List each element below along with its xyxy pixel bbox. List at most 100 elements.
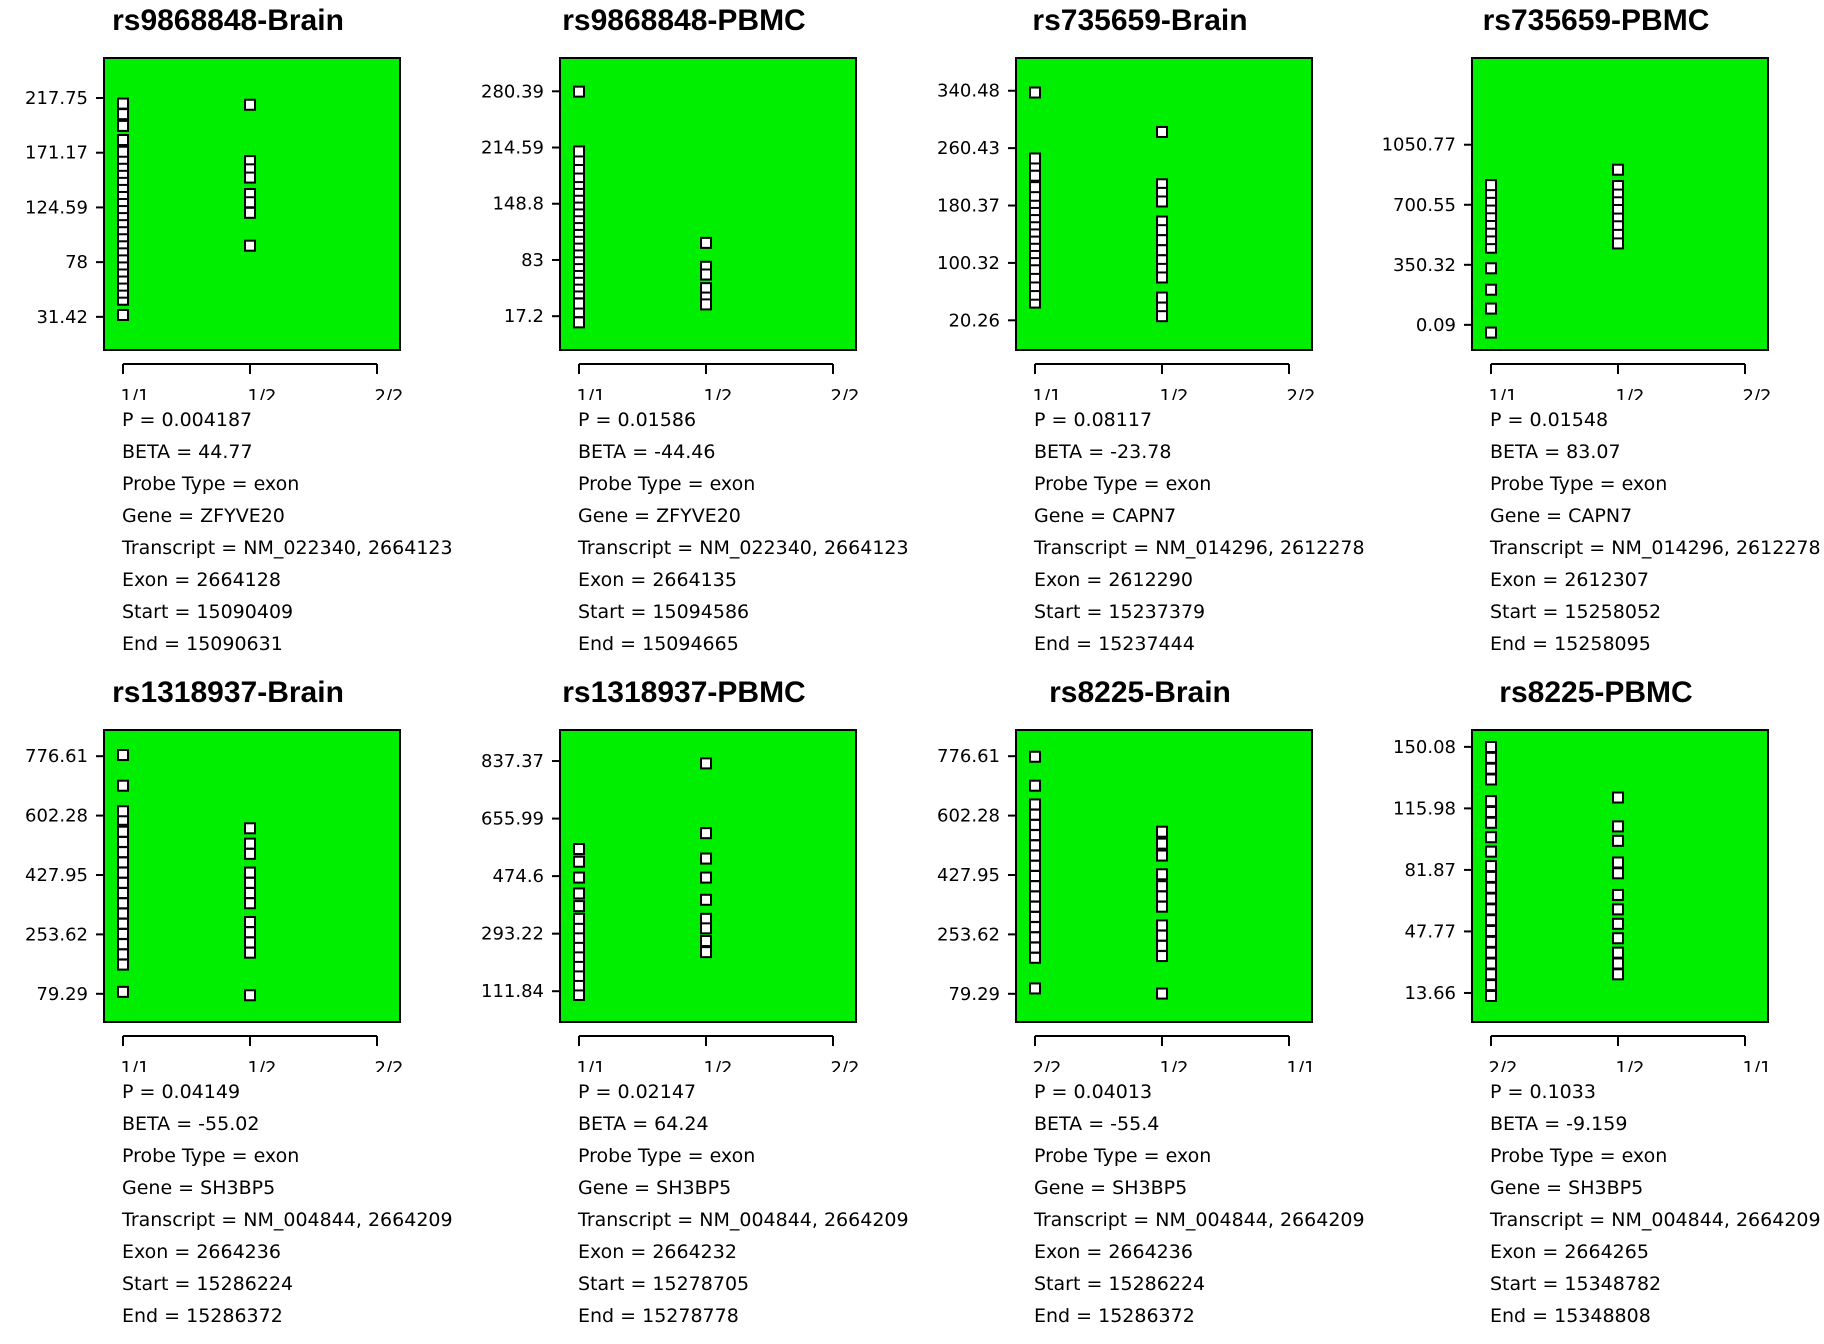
data-point xyxy=(1612,957,1624,970)
data-point xyxy=(573,912,585,925)
data-point xyxy=(1485,816,1497,829)
data-point xyxy=(1485,741,1497,754)
stat-transcript: Transcript = NM_014296, 2612278 xyxy=(1490,537,1821,559)
stat-gene: Gene = ZFYVE20 xyxy=(122,505,285,527)
stat-end: End = 15258095 xyxy=(1490,633,1651,655)
data-point xyxy=(1485,751,1497,764)
data-point xyxy=(1156,919,1168,932)
data-point xyxy=(244,98,256,111)
stat-transcript: Transcript = NM_004844, 2664209 xyxy=(1490,1209,1821,1231)
data-point xyxy=(1156,868,1168,881)
x-tick-label: 1/1 xyxy=(121,386,150,400)
stat-probe: Probe Type = exon xyxy=(122,473,300,495)
data-point xyxy=(700,935,712,948)
data-point xyxy=(1485,302,1497,315)
data-point xyxy=(117,907,129,920)
data-point xyxy=(117,958,129,971)
data-point xyxy=(573,316,585,329)
data-point xyxy=(1029,921,1041,934)
data-point xyxy=(573,988,585,1001)
association-stats: P = 0.1033 BETA = -9.159 Probe Type = exon… xyxy=(1490,1076,1821,1332)
stat-end: End = 15094665 xyxy=(578,633,739,655)
plot-panel: rs1318937-PBMC 837.37 655.99 474.6 293.22 111… xyxy=(456,672,912,1344)
data-point xyxy=(1029,169,1041,182)
stat-start: Start = 15090409 xyxy=(122,601,294,623)
stat-exon: Exon = 2664236 xyxy=(122,1241,281,1263)
y-tick-label: 1050.77 xyxy=(1382,135,1456,156)
y-tick-label: 280.39 xyxy=(481,81,544,102)
plot-title: rs1318937-PBMC xyxy=(562,676,806,709)
data-point xyxy=(573,297,585,310)
stat-beta: BETA = 44.77 xyxy=(122,441,253,463)
data-point xyxy=(700,236,712,249)
data-point xyxy=(1029,818,1041,831)
data-point xyxy=(1612,834,1624,847)
data-point xyxy=(1029,808,1041,821)
stat-transcript: Transcript = NM_004844, 2664209 xyxy=(1034,1209,1365,1231)
stat-p: P = 0.02147 xyxy=(578,1081,697,1103)
data-point xyxy=(117,938,129,951)
stat-start: Start = 15348782 xyxy=(1490,1273,1662,1295)
y-tick-label: 47.77 xyxy=(1404,921,1456,942)
x-tick-label: 2/2 xyxy=(831,1058,860,1072)
y-tick-label: 427.95 xyxy=(937,865,1000,886)
stat-start: Start = 15286224 xyxy=(1034,1273,1206,1295)
data-point xyxy=(1485,283,1497,296)
y-tick-label: 83 xyxy=(521,250,544,271)
x-tick-label: 1/2 xyxy=(704,386,733,400)
data-point xyxy=(700,852,712,865)
data-point xyxy=(1156,900,1168,913)
association-stats: P = 0.04149 BETA = -55.02 Probe Type = exo… xyxy=(122,1076,453,1332)
data-point xyxy=(1156,234,1168,247)
y-tick-label: 837.37 xyxy=(481,751,544,772)
data-point xyxy=(117,917,129,930)
plot-panel: rs8225-Brain 776.61 602.28 427.95 253.62 79.2… xyxy=(912,672,1368,1344)
data-point xyxy=(700,827,712,840)
data-point xyxy=(117,145,129,158)
data-point xyxy=(1156,890,1168,903)
data-point xyxy=(1156,125,1168,138)
y-tick-label: 171.17 xyxy=(25,143,88,164)
data-point xyxy=(1485,795,1497,808)
data-point xyxy=(1485,262,1497,275)
stat-exon: Exon = 2664135 xyxy=(578,569,737,591)
data-point xyxy=(117,856,129,869)
plot-title: rs735659-PBMC xyxy=(1482,4,1710,37)
data-point xyxy=(1156,939,1168,952)
y-tick-label: 111.84 xyxy=(481,981,544,1002)
stat-start: Start = 15094586 xyxy=(578,601,750,623)
data-point xyxy=(573,855,585,868)
stat-exon: Exon = 2664265 xyxy=(1490,1241,1649,1263)
stat-beta: BETA = 64.24 xyxy=(578,1113,709,1135)
x-tick-label: 2/2 xyxy=(1033,1058,1062,1072)
stat-gene: Gene = SH3BP5 xyxy=(1034,1177,1188,1199)
data-point xyxy=(117,119,129,132)
data-point xyxy=(1029,750,1041,763)
stat-start: Start = 15286224 xyxy=(122,1273,294,1295)
stat-beta: BETA = -55.02 xyxy=(122,1113,260,1135)
plot-panel: rs735659-PBMC 1050.77 700.55 350.32 0.09 1/1 1… xyxy=(1368,0,1824,672)
data-point xyxy=(1029,181,1041,194)
stat-end: End = 15090631 xyxy=(122,633,283,655)
data-point xyxy=(117,805,129,818)
data-point xyxy=(244,926,256,939)
data-point xyxy=(700,757,712,770)
data-point xyxy=(244,822,256,835)
data-point xyxy=(1612,163,1624,176)
x-tick-label: 1/1 xyxy=(1489,386,1518,400)
y-tick-label: 602.28 xyxy=(25,806,88,827)
data-point xyxy=(244,837,256,850)
x-tick-label: 2/2 xyxy=(1489,1058,1518,1072)
data-point xyxy=(1156,837,1168,850)
data-point xyxy=(1612,856,1624,869)
data-point xyxy=(244,239,256,252)
data-point xyxy=(573,960,585,973)
stat-exon: Exon = 2664128 xyxy=(122,569,281,591)
data-point xyxy=(244,866,256,879)
plot-panel: rs8225-PBMC 150.08 115.98 81.87 47.77 13.66 2/… xyxy=(1368,672,1824,1344)
stat-exon: Exon = 2612307 xyxy=(1490,569,1649,591)
data-point xyxy=(1156,950,1168,963)
data-point xyxy=(573,950,585,963)
stat-gene: Gene = CAPN7 xyxy=(1034,505,1177,527)
data-point xyxy=(117,897,129,910)
